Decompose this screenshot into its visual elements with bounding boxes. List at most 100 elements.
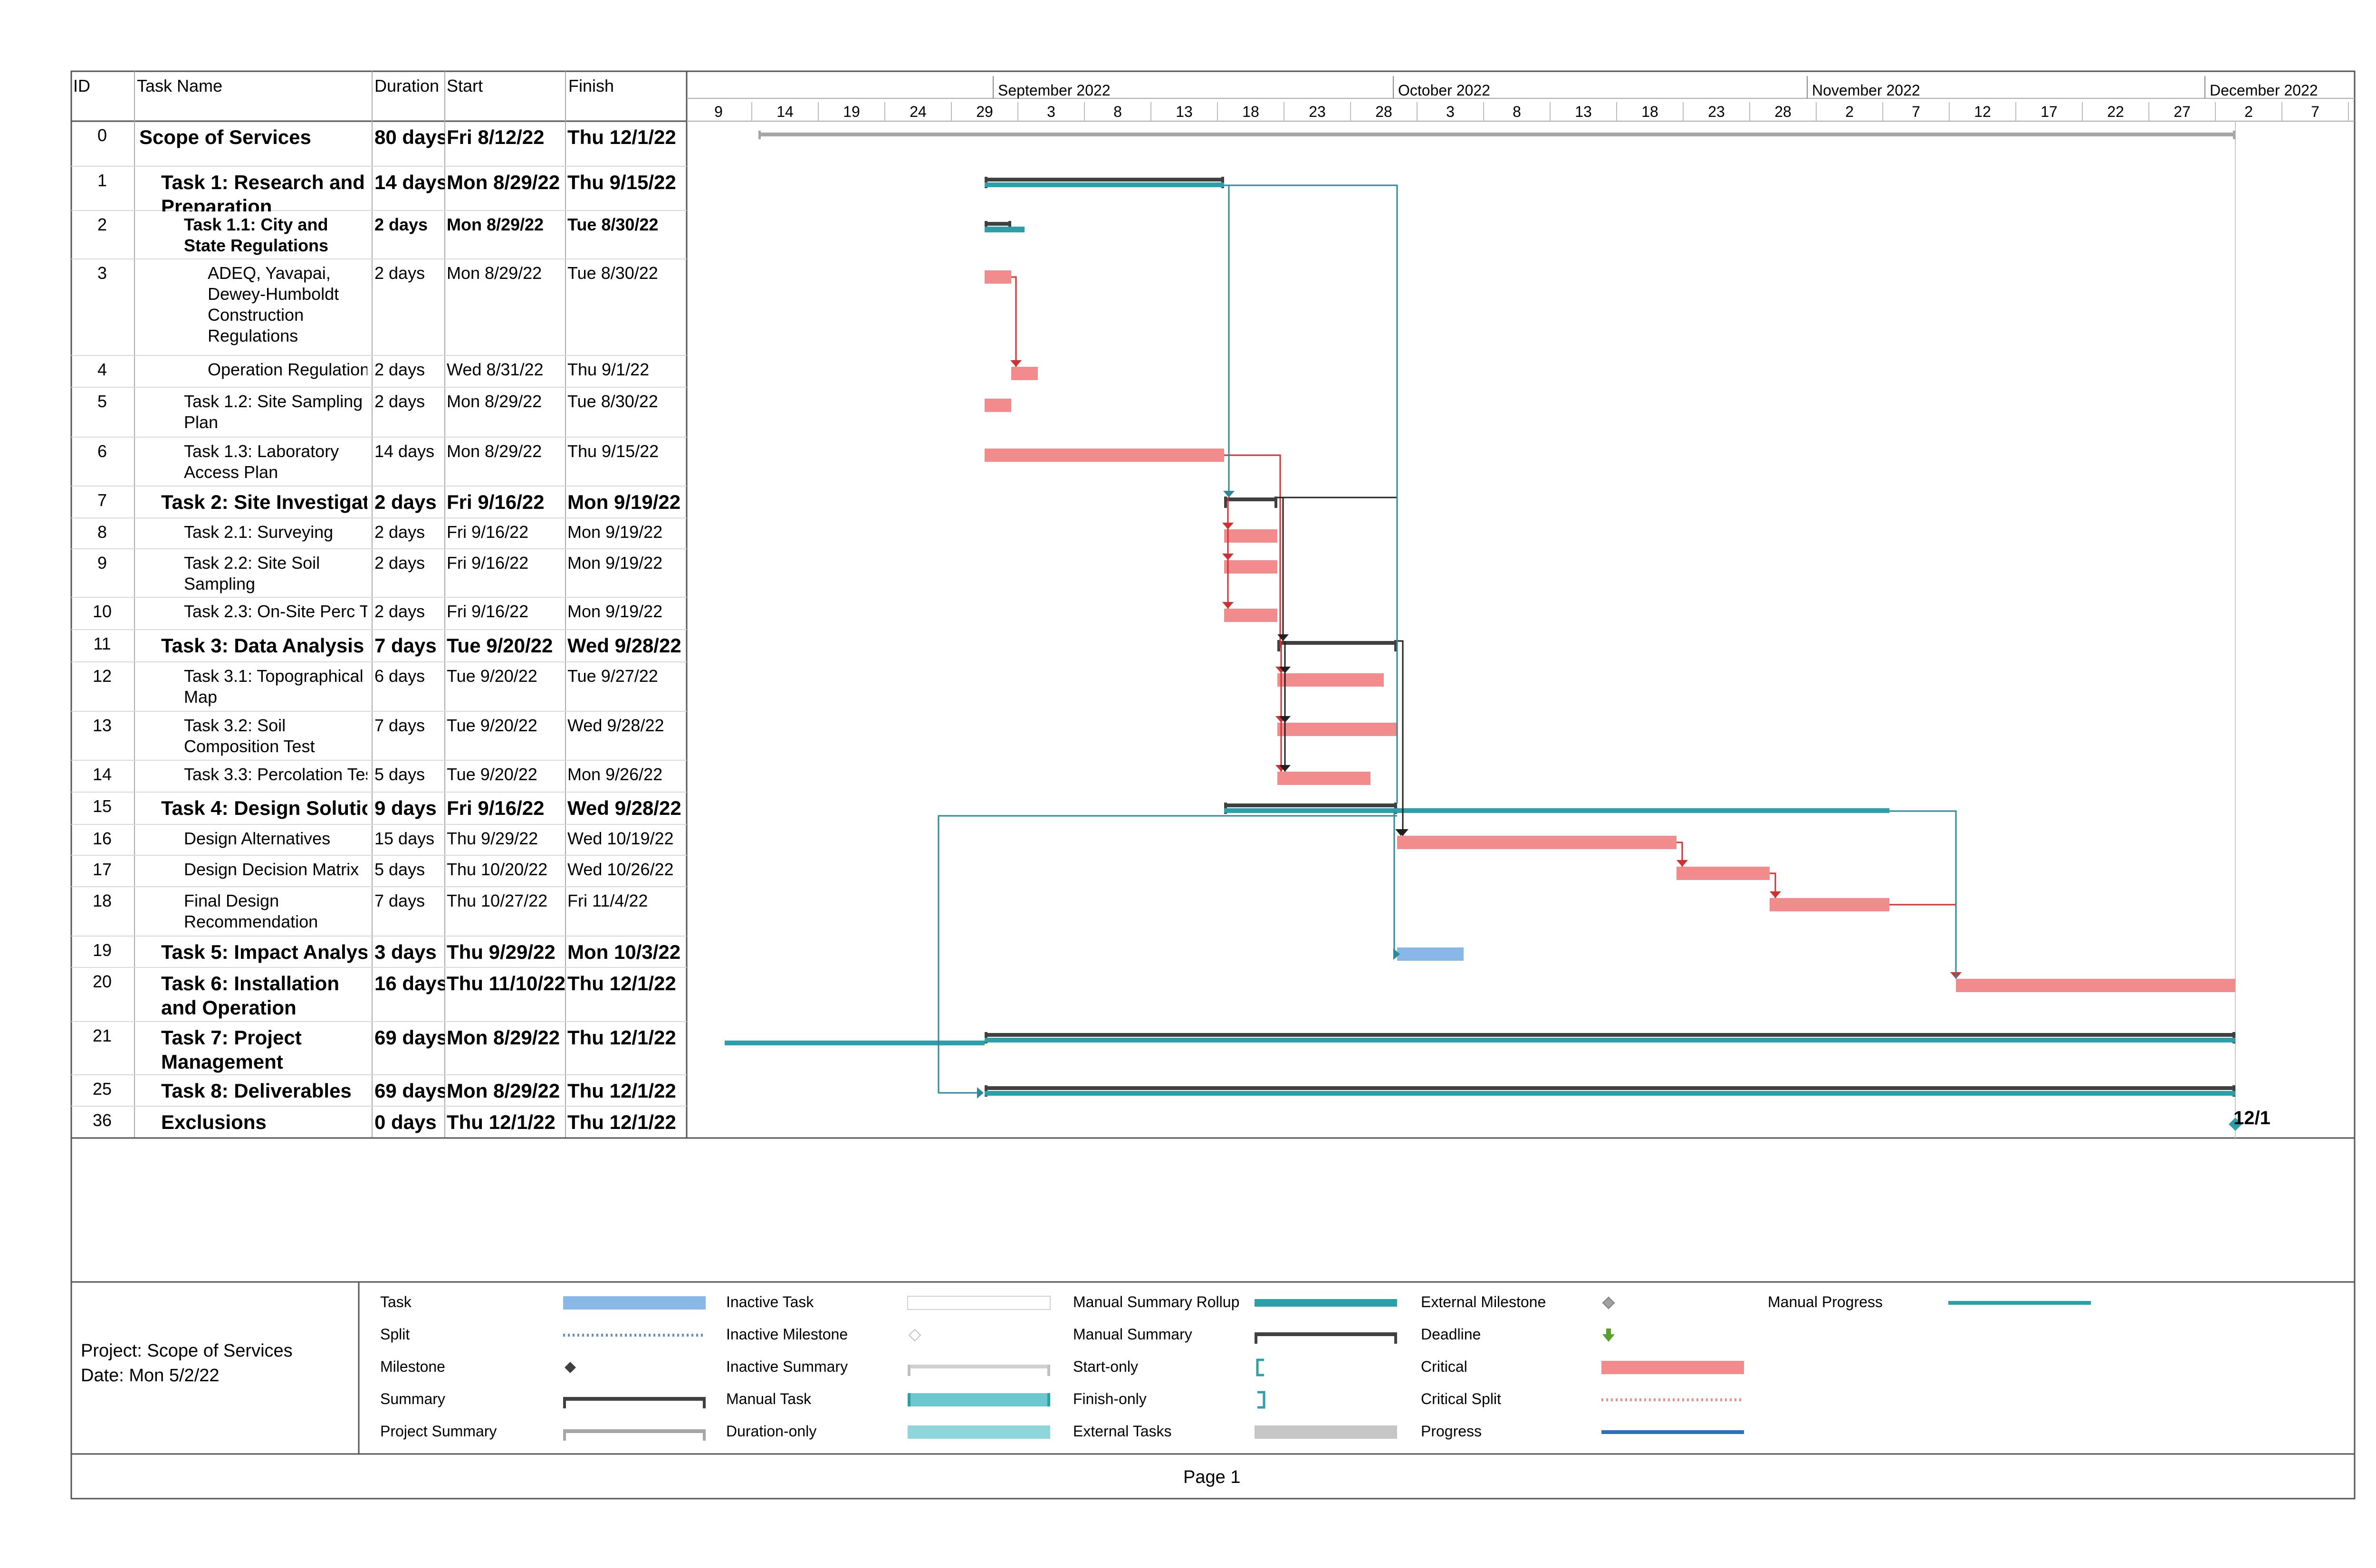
task-start-cell: Thu 12/1/22 bbox=[447, 1111, 556, 1133]
timescale-day-label: 2 bbox=[1845, 103, 1854, 120]
task-name-cell: Task 1.2: Site Sampling Plan bbox=[184, 392, 363, 432]
task-name-cell: Task 1.1: City and State Regulations bbox=[184, 215, 329, 255]
critical-task-bar bbox=[985, 399, 1011, 412]
task-finish-cell: Wed 9/28/22 bbox=[567, 634, 681, 657]
timescale-day-label: 27 bbox=[2174, 103, 2191, 120]
task-finish-cell: Wed 10/19/22 bbox=[567, 829, 674, 848]
legend-symbol-project-summary-cap bbox=[563, 1429, 566, 1441]
task-start-cell: Tue 9/20/22 bbox=[447, 716, 537, 735]
manual-summary-rollup-bar bbox=[985, 182, 1224, 187]
legend-symbol-manual-summary-cap bbox=[1394, 1332, 1397, 1344]
task-name-cell: Design Decision Matrix bbox=[184, 860, 359, 879]
timescale-day-label: 7 bbox=[2311, 103, 2319, 120]
legend-symbol-external-tasks bbox=[1255, 1425, 1397, 1439]
task-start-cell: Tue 9/20/22 bbox=[447, 765, 537, 784]
timescale-day-label: 19 bbox=[843, 103, 860, 120]
legend-label: Critical Split bbox=[1421, 1390, 1501, 1407]
task-duration-cell: 9 days bbox=[374, 797, 437, 819]
task-duration-cell: 2 days bbox=[374, 491, 437, 513]
task-finish-cell: Tue 8/30/22 bbox=[567, 392, 658, 411]
legend-label: Task bbox=[380, 1293, 412, 1310]
timescale-day-label: 23 bbox=[1708, 103, 1725, 120]
task-start-cell: Mon 8/29/22 bbox=[447, 171, 560, 193]
task-finish-cell: Thu 12/1/22 bbox=[567, 126, 676, 148]
legend-symbol-progress bbox=[1601, 1430, 1744, 1434]
legend-symbol-summary-cap bbox=[563, 1397, 566, 1408]
critical-link bbox=[1011, 276, 1017, 367]
timescale-day-label: 18 bbox=[1242, 103, 1259, 120]
task-name-cell: Task 3.2: Soil Composition Test bbox=[184, 716, 315, 756]
task-bar bbox=[1397, 947, 1464, 961]
footer-page-number: Page 1 bbox=[1183, 1467, 1241, 1487]
task-finish-cell: Tue 8/30/22 bbox=[567, 263, 658, 283]
legend-symbol-duration-only bbox=[908, 1425, 1050, 1439]
legend-label: Deadline bbox=[1421, 1326, 1481, 1343]
legend-label: Inactive Task bbox=[726, 1293, 814, 1310]
task-start-cell: Fri 9/16/22 bbox=[447, 797, 545, 819]
legend-label: Inactive Milestone bbox=[726, 1326, 848, 1343]
task-start-cell: Thu 9/29/22 bbox=[447, 829, 538, 848]
task-start-cell: Mon 8/29/22 bbox=[447, 1026, 560, 1049]
task-finish-cell: Thu 12/1/22 bbox=[567, 1080, 676, 1102]
timescale-day-label: 22 bbox=[2107, 103, 2124, 120]
task-start-cell: Fri 8/12/22 bbox=[447, 126, 545, 148]
task-id-cell: 17 bbox=[92, 860, 112, 879]
legend-symbol-inactive-summary-cap bbox=[908, 1365, 910, 1376]
legend-symbol-manual-summary-cap bbox=[1255, 1332, 1257, 1344]
task-id-cell: 10 bbox=[92, 602, 112, 621]
header-finish: Finish bbox=[568, 76, 614, 96]
task-id-cell: 20 bbox=[92, 972, 112, 991]
legend-symbol-summary-cap bbox=[703, 1397, 706, 1408]
critical-link bbox=[1770, 872, 1776, 898]
task-id-cell: 21 bbox=[92, 1026, 112, 1045]
link-arrowhead bbox=[1395, 829, 1407, 836]
manual-link bbox=[938, 815, 1397, 1094]
task-name-cell: Task 2: Site Investigation bbox=[161, 491, 367, 513]
task-duration-cell: 5 days bbox=[374, 860, 425, 879]
task-name-cell: Task 2.3: On-Site Perc Test bbox=[184, 602, 367, 621]
timescale-month-dec: December 2022 bbox=[2210, 82, 2318, 99]
legend-label: External Tasks bbox=[1073, 1423, 1172, 1440]
legend-label: Summary bbox=[380, 1390, 445, 1407]
project-summary-endcap bbox=[758, 131, 761, 139]
legend-symbol-task bbox=[563, 1296, 706, 1310]
legend-symbol-milestone bbox=[565, 1362, 576, 1373]
task-name-cell: Task 4: Design Solutions bbox=[161, 797, 367, 819]
manual-link bbox=[1224, 184, 1398, 803]
task-id-cell: 19 bbox=[92, 940, 112, 960]
task-finish-cell: Mon 9/19/22 bbox=[567, 491, 681, 513]
task-duration-cell: 14 days bbox=[374, 441, 435, 461]
header-task-name: Task Name bbox=[137, 76, 223, 96]
header-id: ID bbox=[73, 76, 90, 96]
task-name-cell: Task 3.3: Percolation Test bbox=[184, 765, 367, 784]
task-start-cell: Mon 8/29/22 bbox=[447, 263, 542, 283]
footer-project-name: Project: Scope of Services bbox=[81, 1341, 293, 1361]
milestone-diamond bbox=[2229, 1118, 2242, 1131]
link-arrowhead bbox=[1223, 491, 1235, 497]
task-finish-cell: Thu 12/1/22 bbox=[567, 1111, 676, 1133]
task-duration-cell: 15 days bbox=[374, 829, 435, 848]
task-duration-cell: 2 days bbox=[374, 215, 428, 234]
link-arrowhead bbox=[1010, 360, 1022, 367]
summary-bar bbox=[1224, 803, 1397, 807]
task-start-cell: Mon 8/29/22 bbox=[447, 392, 542, 411]
task-id-cell: 13 bbox=[92, 716, 112, 735]
task-duration-cell: 7 days bbox=[374, 716, 425, 735]
summary-endcap-left bbox=[1224, 497, 1227, 508]
task-id-cell: 14 bbox=[92, 765, 112, 784]
task-id-cell: 11 bbox=[93, 634, 111, 653]
task-start-cell: Tue 9/20/22 bbox=[447, 634, 553, 657]
header-start: Start bbox=[447, 76, 483, 96]
task-duration-cell: 80 days bbox=[374, 126, 445, 148]
legend-symbol-summary bbox=[563, 1397, 706, 1401]
link-arrowhead bbox=[1222, 602, 1234, 609]
task-finish-cell: Wed 10/26/22 bbox=[567, 860, 674, 879]
legend-label: External Milestone bbox=[1421, 1293, 1546, 1310]
footer-date: Date: Mon 5/2/22 bbox=[81, 1366, 220, 1386]
task-id-cell: 4 bbox=[97, 360, 107, 379]
task-finish-cell: Tue 8/30/22 bbox=[567, 215, 659, 234]
page-frame bbox=[70, 70, 2356, 1500]
critical-task-bar bbox=[1277, 673, 1384, 687]
